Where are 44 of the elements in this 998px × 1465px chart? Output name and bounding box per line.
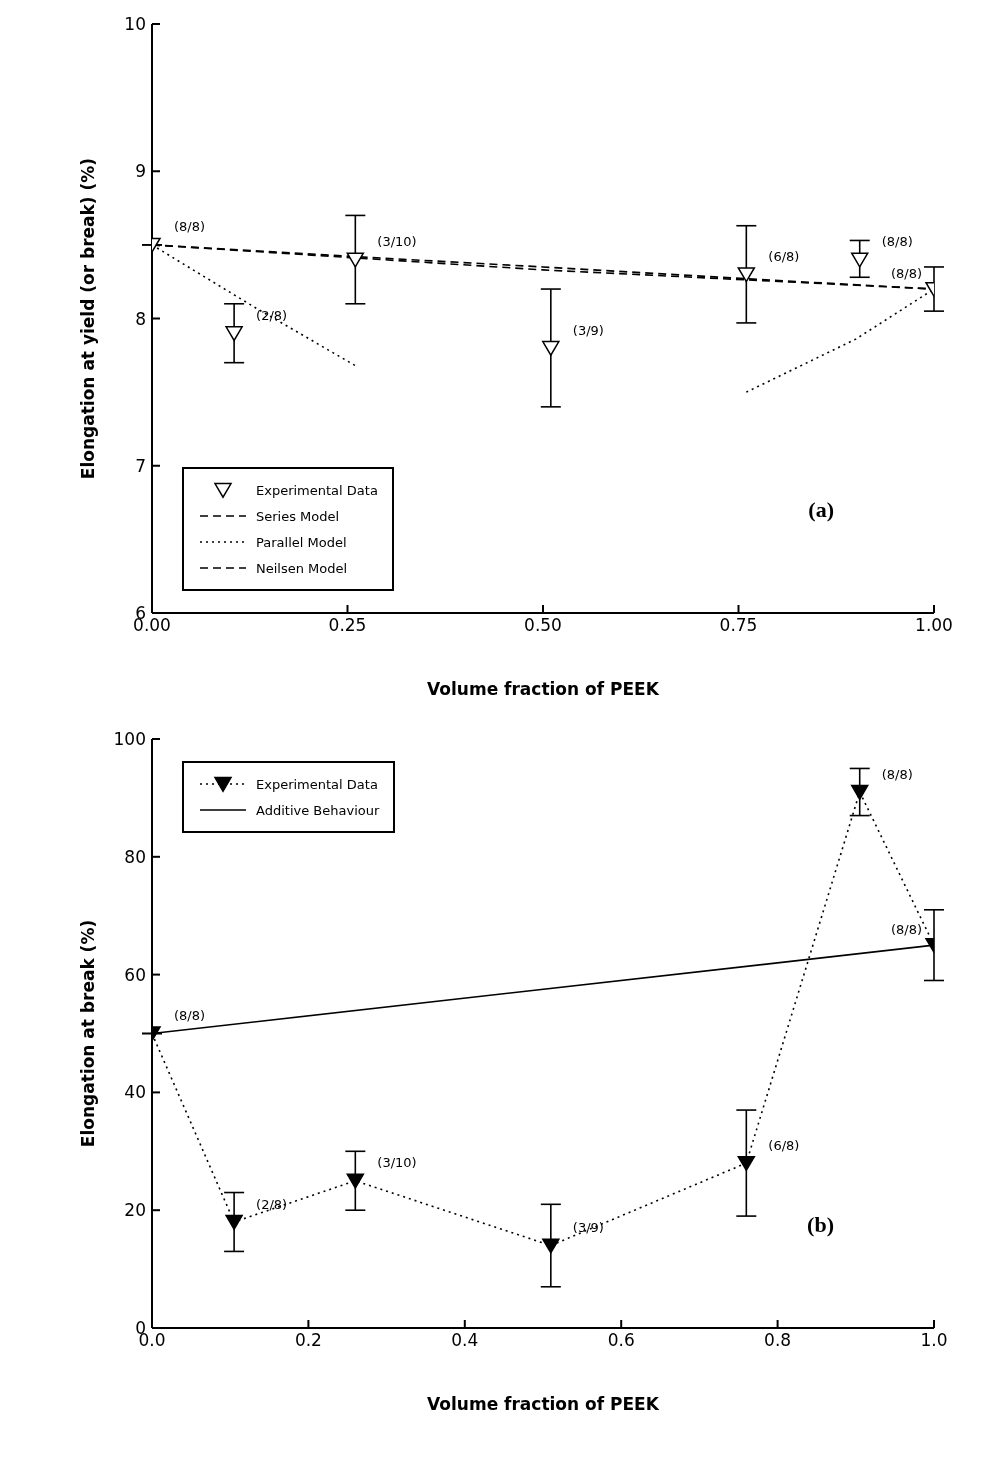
legend-label: Experimental Data: [256, 482, 378, 498]
y-tick-label: 7: [135, 455, 146, 476]
annotation: (3/9): [572, 1220, 604, 1236]
x-tick-label: 0.6: [607, 1330, 635, 1351]
x-tick-label: 0.2: [294, 1330, 322, 1351]
annotation: (8/8): [174, 219, 206, 235]
y-tick-label: 9: [135, 161, 146, 182]
annotation: (3/10): [377, 1155, 417, 1171]
annotation: (8/8): [890, 921, 922, 937]
annotation: (3/9): [572, 322, 604, 338]
annotation: (8/8): [881, 234, 913, 250]
y-tick-label: 10: [124, 14, 146, 35]
x-axis-title: Volume fraction of PEEK: [427, 1394, 660, 1415]
legend-label: Additive Behaviour: [256, 802, 380, 818]
y-tick-label: 8: [135, 308, 146, 329]
annotation: (6/8): [768, 248, 800, 264]
y-axis-title: Elongation at yield (or break) (%): [78, 157, 99, 480]
annotation: (3/10): [377, 234, 417, 250]
annotation: (6/8): [768, 1137, 800, 1153]
x-tick-label: 0.25: [328, 615, 367, 636]
y-tick-label: 80: [124, 846, 146, 867]
y-tick-label: 100: [113, 729, 146, 750]
y-tick-label: 40: [124, 1082, 146, 1103]
annotation: (2/8): [256, 307, 288, 323]
legend-label: Experimental Data: [256, 776, 378, 792]
legend-label: Series Model: [256, 508, 340, 524]
annotation: (8/8): [881, 766, 913, 782]
x-tick-label: 0.50: [524, 615, 562, 636]
y-tick-label: 60: [124, 964, 146, 985]
x-tick-label: 1.00: [915, 615, 953, 636]
legend-label: Neilsen Model: [256, 560, 348, 576]
annotation: (8/8): [174, 1008, 206, 1024]
x-axis-title: Volume fraction of PEEK: [427, 679, 660, 700]
x-tick-label: 0.8: [764, 1330, 792, 1351]
y-tick-label: 20: [124, 1200, 146, 1221]
annotation: (2/8): [256, 1196, 288, 1212]
annotation: (a): [808, 497, 834, 523]
x-tick-label: 0.75: [719, 615, 758, 636]
annotation: (8/8): [890, 265, 922, 281]
legend-label: Parallel Model: [256, 534, 347, 550]
y-axis-title: Elongation at break (%): [78, 919, 99, 1148]
x-tick-label: 1.0: [920, 1330, 948, 1351]
x-tick-label: 0.4: [451, 1330, 479, 1351]
annotation: (b): [807, 1212, 834, 1238]
